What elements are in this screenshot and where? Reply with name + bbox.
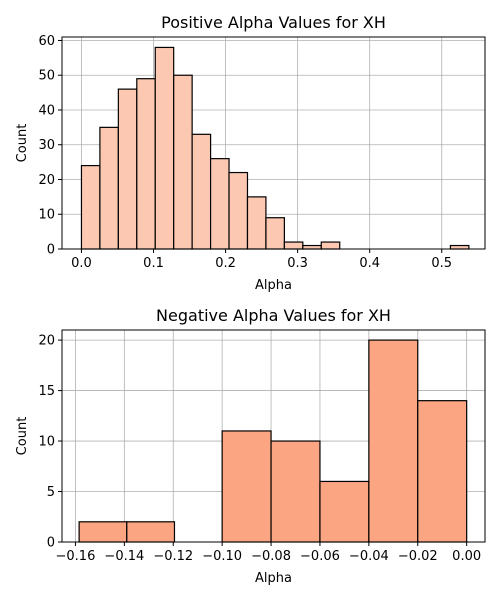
x-tick-label: 0.0: [71, 256, 92, 271]
histogram-bar: [368, 339, 419, 543]
x-tick-label: −0.06: [300, 549, 340, 564]
y-tick-label: 20: [38, 173, 55, 188]
histogram-bar: [302, 244, 322, 250]
y-axis-label: Count: [15, 417, 30, 456]
y-tick-label: 5: [47, 485, 55, 500]
x-axis-label: Alpha: [255, 571, 292, 586]
chart-panel-1: 0.0 0.1 0.2 0.3 0.4 0.5 0 10 20 30 40 50 60 Positive …: [15, 13, 486, 293]
histogram-bar: [80, 164, 101, 250]
histogram-bar: [126, 521, 176, 543]
histogram-bar: [117, 88, 138, 250]
y-tick-label: 0: [47, 243, 55, 258]
histogram-bar: [283, 241, 304, 250]
plot-frame: [61, 36, 486, 250]
histogram-bar: [319, 480, 370, 543]
y-tick-label: 10: [38, 435, 55, 450]
x-tick-label: −0.14: [104, 549, 144, 564]
y-tick-label: 40: [38, 103, 55, 118]
y-tick-label: 0: [47, 536, 55, 551]
histogram-bar: [265, 217, 285, 250]
chart-title: Positive Alpha Values for XH: [161, 13, 386, 32]
histogram-bar: [417, 400, 468, 543]
x-tick-label: 0.2: [215, 256, 236, 271]
x-tick-label: −0.12: [153, 549, 193, 564]
y-axis-label: Count: [15, 124, 30, 163]
histogram-bar: [449, 244, 470, 250]
x-tick-label: −0.10: [202, 549, 242, 564]
y-tick-label: 50: [38, 69, 55, 84]
x-tick-label: 0.4: [359, 256, 380, 271]
y-tick-label: 20: [38, 334, 55, 349]
x-axis-label: Alpha: [255, 278, 292, 293]
y-tick-label: 15: [38, 384, 55, 399]
x-tick-label: −0.08: [251, 549, 291, 564]
x-tick-label: 0.00: [452, 549, 481, 564]
histogram-bar: [78, 521, 128, 543]
histogram-bar: [246, 196, 267, 250]
x-tick-label: 0.1: [143, 256, 164, 271]
y-tick-label: 30: [38, 138, 55, 153]
x-tick-label: −0.16: [56, 549, 96, 564]
histogram-bar: [154, 46, 175, 250]
chart-panel-2: −0.16 −0.14 −0.12 −0.10 −0.08 −0.06 −0.04 −0.02…: [15, 306, 486, 586]
histogram-bar: [191, 133, 212, 250]
x-tick-label: −0.04: [349, 549, 389, 564]
chart-title: Negative Alpha Values for XH: [156, 306, 391, 325]
histogram-bar: [136, 78, 156, 250]
histogram-bar: [99, 126, 119, 250]
histogram-bar: [228, 171, 249, 250]
histogram-bar: [270, 440, 321, 543]
x-tick-label: 0.3: [287, 256, 308, 271]
x-tick-label: 0.5: [431, 256, 452, 271]
histogram-bar: [320, 241, 341, 250]
x-tick-label: −0.02: [398, 549, 438, 564]
histogram-bar: [209, 158, 230, 250]
y-tick-label: 60: [38, 34, 55, 49]
histogram-bar: [221, 430, 272, 543]
plot-frame: [61, 329, 486, 543]
histogram-bar: [173, 74, 193, 250]
y-tick-label: 10: [38, 208, 55, 223]
